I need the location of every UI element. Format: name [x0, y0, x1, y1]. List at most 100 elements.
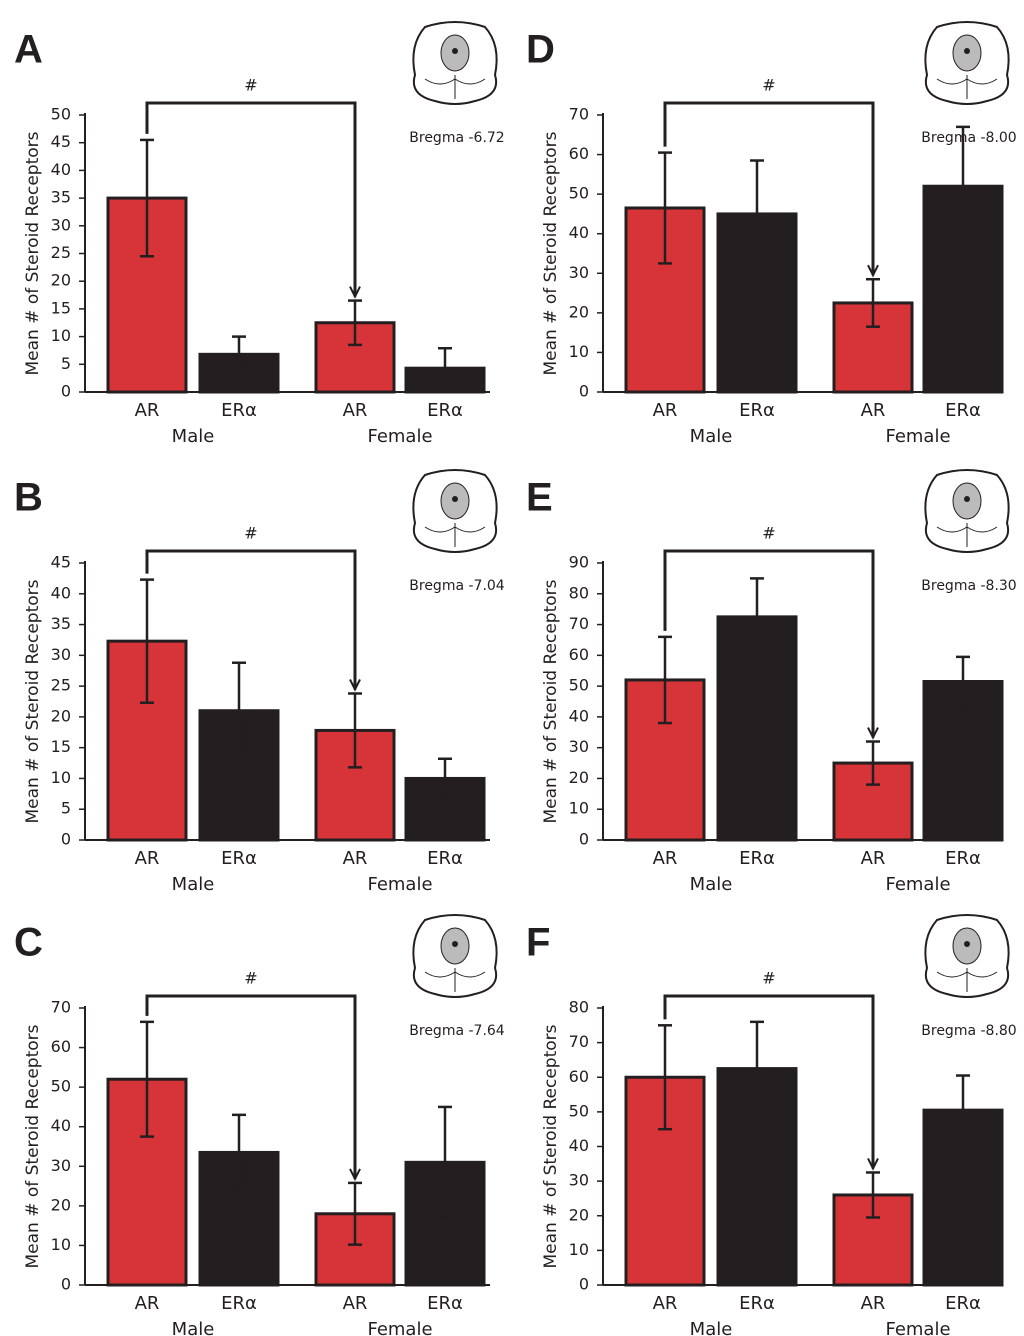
- y-tick-label: 70: [569, 105, 589, 124]
- y-tick-label: 5: [61, 799, 71, 818]
- group-label: Male: [690, 874, 733, 895]
- y-tick-label: 80: [569, 583, 589, 602]
- y-axis-label: Mean # of Steroid Receptors: [23, 131, 43, 375]
- y-tick-label: 45: [51, 132, 71, 151]
- figure: ABregma -6.72Mean # of Steroid Receptors…: [0, 0, 1024, 1336]
- x-tick-label: ERα: [221, 848, 257, 869]
- group-label: Male: [172, 426, 215, 447]
- x-tick-label: ERα: [945, 1293, 981, 1314]
- x-tick-label: ERα: [739, 848, 775, 869]
- group-label: Male: [172, 1319, 215, 1336]
- group-label: Female: [367, 1319, 432, 1336]
- brain-canal: [964, 496, 970, 502]
- y-tick-label: 70: [51, 998, 71, 1017]
- brain-canal: [964, 48, 970, 54]
- x-tick-label: ERα: [739, 1293, 775, 1314]
- y-tick-label: 35: [51, 614, 71, 633]
- y-tick-label: 50: [569, 676, 589, 695]
- group-label: Male: [690, 426, 733, 447]
- y-tick-label: 20: [51, 271, 71, 290]
- x-tick-label: AR: [861, 848, 886, 869]
- x-tick-label: ERα: [221, 400, 257, 421]
- significance-label: #: [762, 969, 775, 988]
- y-tick-label: 40: [51, 1116, 71, 1135]
- y-tick-label: 0: [61, 830, 71, 849]
- y-tick-label: 30: [569, 1171, 589, 1190]
- y-tick-label: 25: [51, 243, 71, 262]
- bregma-label: Bregma -8.30: [921, 578, 1016, 594]
- y-axis-label: Mean # of Steroid Receptors: [23, 579, 43, 823]
- y-tick-label: 20: [51, 706, 71, 725]
- x-tick-label: AR: [653, 848, 678, 869]
- x-tick-label: ERα: [739, 400, 775, 421]
- y-tick-label: 0: [579, 1275, 589, 1294]
- y-tick-label: 10: [51, 326, 71, 345]
- y-tick-label: 0: [579, 830, 589, 849]
- y-tick-label: 45: [51, 553, 71, 572]
- significance-label: #: [244, 76, 257, 95]
- brain-canal: [452, 48, 458, 54]
- panel-letter: E: [526, 476, 553, 520]
- x-tick-label: ERα: [945, 848, 981, 869]
- group-label: Female: [885, 1319, 950, 1336]
- y-tick-label: 50: [51, 105, 71, 124]
- brain-icon: [413, 915, 496, 997]
- y-tick-label: 30: [51, 1156, 71, 1175]
- y-tick-label: 90: [569, 553, 589, 572]
- y-tick-label: 30: [51, 645, 71, 664]
- x-tick-label: AR: [343, 400, 368, 421]
- brain-icon: [925, 915, 1008, 997]
- y-tick-label: 40: [569, 223, 589, 242]
- x-tick-label: AR: [135, 848, 160, 869]
- panel-letter: A: [14, 28, 43, 72]
- group-label: Male: [690, 1319, 733, 1336]
- y-tick-label: 60: [51, 1037, 71, 1056]
- brain-icon: [925, 22, 1008, 104]
- y-tick-label: 15: [51, 737, 71, 756]
- y-tick-label: 0: [61, 1275, 71, 1294]
- x-tick-label: ERα: [427, 400, 463, 421]
- y-tick-label: 30: [51, 215, 71, 234]
- x-tick-label: AR: [343, 848, 368, 869]
- y-tick-label: 20: [569, 1205, 589, 1224]
- significance-label: #: [762, 76, 775, 95]
- page: ABregma -6.72Mean # of Steroid Receptors…: [0, 0, 1024, 1336]
- y-tick-label: 40: [569, 706, 589, 725]
- group-label: Female: [367, 874, 432, 895]
- y-tick-label: 80: [569, 998, 589, 1017]
- y-tick-label: 40: [51, 583, 71, 602]
- x-tick-label: ERα: [221, 1293, 257, 1314]
- y-tick-label: 30: [569, 263, 589, 282]
- y-axis-label: Mean # of Steroid Receptors: [23, 1024, 43, 1268]
- y-tick-label: 5: [61, 354, 71, 373]
- y-tick-label: 10: [51, 768, 71, 787]
- x-tick-label: ERα: [427, 848, 463, 869]
- y-tick-label: 60: [569, 645, 589, 664]
- panel-letter: B: [14, 476, 43, 520]
- panel-letter: F: [526, 921, 550, 965]
- y-tick-label: 25: [51, 676, 71, 695]
- y-axis-label: Mean # of Steroid Receptors: [541, 131, 561, 375]
- y-tick-label: 20: [51, 1195, 71, 1214]
- y-tick-label: 20: [569, 302, 589, 321]
- y-tick-label: 10: [569, 342, 589, 361]
- bregma-label: Bregma -7.64: [409, 1023, 505, 1039]
- y-tick-label: 10: [569, 799, 589, 818]
- significance-label: #: [762, 524, 775, 543]
- y-axis-label: Mean # of Steroid Receptors: [541, 1024, 561, 1268]
- significance-label: #: [244, 969, 257, 988]
- panel-letter: D: [526, 28, 555, 72]
- y-tick-label: 20: [569, 768, 589, 787]
- brain-canal: [452, 496, 458, 502]
- y-tick-label: 10: [51, 1235, 71, 1254]
- group-label: Female: [367, 426, 432, 447]
- group-label: Female: [885, 874, 950, 895]
- y-tick-label: 10: [569, 1240, 589, 1259]
- y-tick-label: 50: [569, 184, 589, 203]
- y-tick-label: 40: [569, 1136, 589, 1155]
- y-tick-label: 70: [569, 614, 589, 633]
- y-axis-label: Mean # of Steroid Receptors: [541, 579, 561, 823]
- y-tick-label: 70: [569, 1032, 589, 1051]
- significance-label: #: [244, 524, 257, 543]
- x-tick-label: AR: [135, 400, 160, 421]
